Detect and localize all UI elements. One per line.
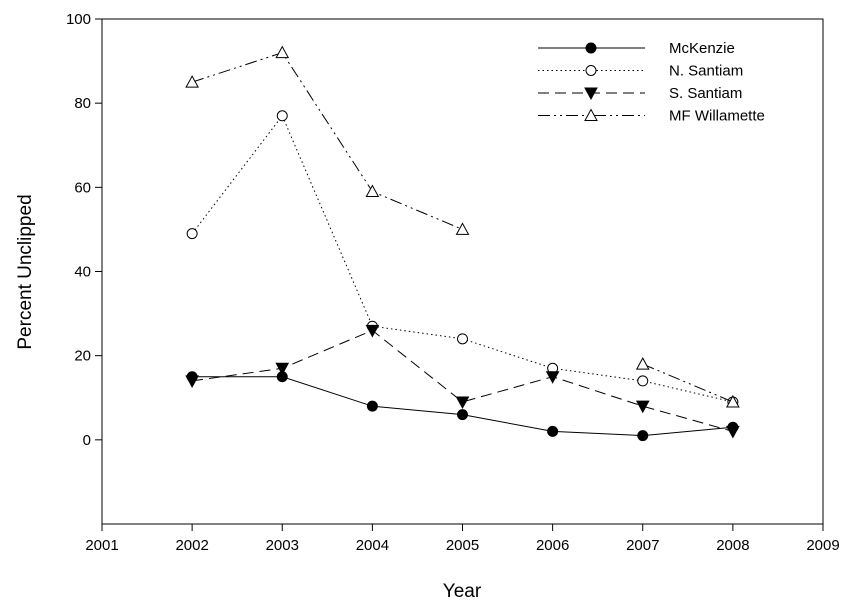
data-point [547,425,559,437]
x-tick-label: 2003 [266,537,299,554]
y-tick-label: 100 [66,11,91,28]
series-line [191,52,463,230]
data-point [457,409,468,421]
data-point [637,375,649,387]
y-tick-label: 80 [74,95,91,112]
series-line [191,114,733,403]
data-point [726,425,740,439]
x-tick-label: 2007 [626,537,659,554]
data-point [585,42,597,54]
y-tick-label: 20 [74,348,91,365]
y-axis-title: Percent Unclipped [15,194,36,349]
series-n-santiam [186,110,739,408]
legend-label: S. Santiam [669,85,742,102]
data-point [584,87,598,101]
y-tick-label: 40 [74,264,91,281]
data-point [275,45,290,59]
series-mf-willamette [185,45,740,408]
data-point [276,110,288,122]
x-tick-label: 2002 [175,537,208,554]
data-point [545,371,560,384]
legend-label: MF Willamette [669,108,765,125]
data-point [185,75,199,88]
legend-label: N. Santiam [669,63,743,80]
legend-entry: N. Santiam [538,63,743,80]
data-point [365,324,380,338]
data-point [637,430,649,442]
plot-area: 2001 2002 2003 2004 2005 2006 2007 2008 2009 0 20 4… [66,11,840,554]
x-tick-label: 2009 [806,537,839,554]
series-layer [185,45,740,442]
data-point [635,357,650,370]
data-point [457,333,468,345]
legend-label: McKenzie [669,40,735,57]
data-point [275,362,290,376]
data-point [584,108,598,121]
legend-entry: S. Santiam [538,85,742,102]
legend-entry: McKenzie [538,40,735,57]
data-point [726,394,740,408]
data-point [366,400,378,412]
y-tick-label: 60 [74,179,91,196]
series-line [642,363,734,403]
x-tick-label: 2001 [85,537,118,554]
series-s-santiam [185,324,740,439]
data-point [186,228,198,240]
data-point [365,184,380,198]
legend-entry: MF Willamette [538,108,765,125]
data-point [585,65,597,76]
x-tick-label: 2006 [536,537,569,554]
x-tick-label: 2005 [446,537,479,554]
x-tick-label: 2004 [356,537,389,554]
data-point [455,396,470,410]
x-tick-label: 2008 [716,537,749,554]
data-point [185,375,199,388]
x-axis-title: Year [443,581,482,602]
data-point [635,400,650,414]
legend: McKenzie N. Santiam S. Santiam MF Willamett… [538,40,765,125]
data-point [455,222,470,235]
y-tick-label: 0 [83,432,91,449]
